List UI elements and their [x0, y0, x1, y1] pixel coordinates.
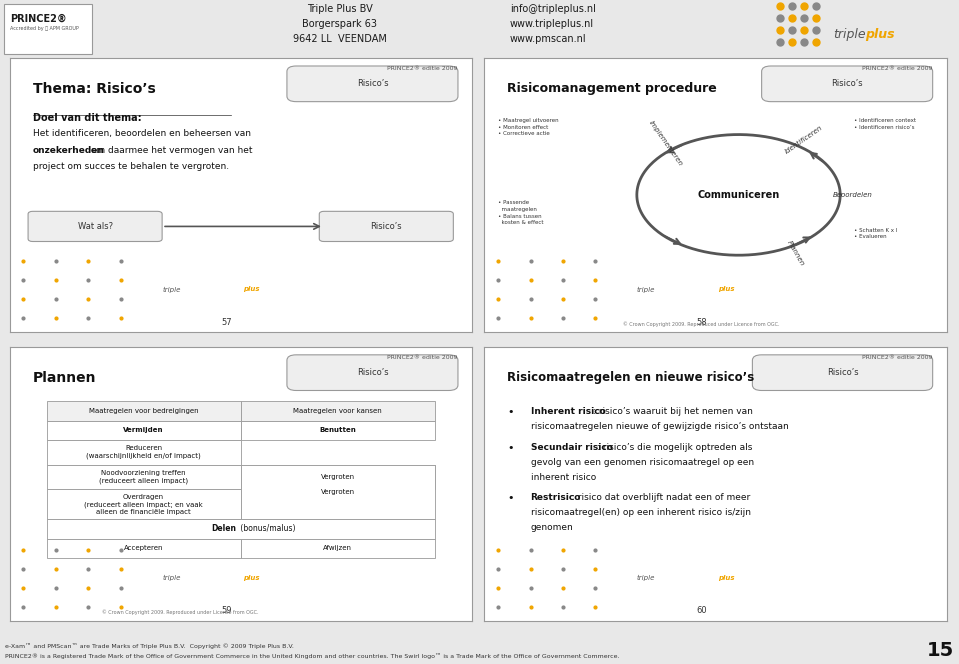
Text: •: •: [507, 407, 514, 417]
Text: 60: 60: [696, 606, 707, 616]
Text: Accepteren: Accepteren: [124, 545, 163, 551]
Text: om daarmee het vermogen van het: om daarmee het vermogen van het: [87, 145, 252, 155]
Text: triple: triple: [162, 575, 180, 582]
Text: Risico’s: Risico’s: [357, 368, 388, 377]
Text: risicomaatregelen nieuwe of gewijzigde risico’s ontstaan: risicomaatregelen nieuwe of gewijzigde r…: [530, 422, 788, 431]
Text: Triple Plus BV
Borgerspark 63
9642 LL  VEENDAM: Triple Plus BV Borgerspark 63 9642 LL VE…: [293, 4, 386, 44]
Text: Plannen: Plannen: [33, 371, 96, 385]
Bar: [47, 465, 241, 489]
Text: Thema: Risico’s: Thema: Risico’s: [33, 82, 155, 96]
Text: Risicomaatregelen en nieuwe risico’s: Risicomaatregelen en nieuwe risico’s: [507, 371, 755, 384]
Text: Afwijzen: Afwijzen: [323, 545, 352, 551]
FancyBboxPatch shape: [319, 211, 454, 242]
FancyBboxPatch shape: [287, 355, 458, 390]
Text: PRINCE2® is a Registered Trade Mark of the Office of Government Commerce in the : PRINCE2® is a Registered Trade Mark of t…: [5, 653, 620, 659]
Text: risicomaatregel(en) op een inherent risico is/zijn: risicomaatregel(en) op een inherent risi…: [530, 509, 751, 517]
Bar: [241, 465, 434, 519]
Text: (bonus/malus): (bonus/malus): [239, 525, 296, 533]
Text: Risico’s: Risico’s: [831, 79, 863, 88]
Text: PRINCE2® editie 2009: PRINCE2® editie 2009: [862, 66, 933, 71]
Text: Vergroten: Vergroten: [320, 474, 355, 480]
Text: triple: triple: [833, 28, 866, 41]
Text: inherent risico: inherent risico: [530, 473, 596, 482]
Text: triple: triple: [162, 286, 180, 293]
Text: 58: 58: [696, 317, 707, 327]
Text: • Schatten K x I
• Evalueren: • Schatten K x I • Evalueren: [854, 228, 898, 240]
Text: Implementeren: Implementeren: [647, 120, 684, 167]
Bar: [47, 539, 241, 558]
Text: © Crown Copyright 2009. Reproduced under Licence from OGC.: © Crown Copyright 2009. Reproduced under…: [623, 321, 780, 327]
Text: Identificeren: Identificeren: [784, 124, 824, 155]
Text: Communiceren: Communiceren: [697, 190, 780, 200]
Text: Beoordelen: Beoordelen: [832, 192, 873, 198]
Text: PRINCE2® editie 2009: PRINCE2® editie 2009: [862, 355, 933, 360]
Bar: [241, 402, 434, 421]
Text: plus: plus: [717, 286, 735, 293]
Bar: [47, 440, 241, 465]
Text: Maatregelen voor kansen: Maatregelen voor kansen: [293, 408, 382, 414]
Text: Maatregelen voor bedreigingen: Maatregelen voor bedreigingen: [89, 408, 199, 414]
Text: Doel van dit thema:: Doel van dit thema:: [33, 113, 141, 123]
Text: PRINCE2® editie 2009: PRINCE2® editie 2009: [387, 355, 458, 360]
Text: Benutten: Benutten: [319, 427, 356, 433]
Text: : risico dat overblijft nadat een of meer: : risico dat overblijft nadat een of mee…: [573, 493, 750, 503]
Bar: [47, 402, 241, 421]
Text: Het identificeren, beoordelen en beheersen van: Het identificeren, beoordelen en beheers…: [33, 129, 250, 138]
FancyBboxPatch shape: [4, 4, 92, 54]
Text: Vermijden: Vermijden: [124, 427, 164, 433]
Text: • Passende
  maatregelen
• Balans tussen
  kosten & effect: • Passende maatregelen • Balans tussen k…: [498, 201, 544, 225]
Text: onzekerheden: onzekerheden: [33, 145, 105, 155]
Bar: [47, 421, 241, 440]
Text: •: •: [507, 443, 514, 453]
Text: Vergroten: Vergroten: [320, 489, 355, 495]
Text: project om succes te behalen te vergroten.: project om succes te behalen te vergrote…: [33, 162, 229, 171]
Text: Risico’s: Risico’s: [827, 368, 858, 377]
Text: triple: triple: [637, 286, 655, 293]
Text: Risicomanagement procedure: Risicomanagement procedure: [507, 82, 717, 96]
Text: Risico’s: Risico’s: [370, 222, 402, 231]
Text: PRINCE2® editie 2009: PRINCE2® editie 2009: [387, 66, 458, 71]
Text: Accredited by Ⓜ APM GROUP: Accredited by Ⓜ APM GROUP: [10, 26, 79, 31]
Text: info@tripleplus.nl
www.tripleplus.nl
www.pmscan.nl: info@tripleplus.nl www.tripleplus.nl www…: [510, 4, 596, 44]
Text: 59: 59: [222, 606, 232, 616]
Text: • Identificeren context
• Identificeren risico’s: • Identificeren context • Identificeren …: [854, 118, 916, 129]
Text: Noodvoorziening treffen
(reduceert alleen impact): Noodvoorziening treffen (reduceert allee…: [99, 470, 188, 483]
Text: Reduceren
(waarschijnlijkheid en/of impact): Reduceren (waarschijnlijkheid en/of impa…: [86, 446, 201, 459]
Text: Restrisico: Restrisico: [530, 493, 581, 503]
Text: : risico’s waaruit bij het nemen van: : risico’s waaruit bij het nemen van: [593, 407, 753, 416]
Text: 15: 15: [926, 641, 954, 660]
Text: triple: triple: [637, 575, 655, 582]
Bar: [47, 489, 241, 519]
Text: Risico’s: Risico’s: [357, 79, 388, 88]
Text: gevolg van een genomen risicomaatregel op een: gevolg van een genomen risicomaatregel o…: [530, 457, 754, 467]
Text: 57: 57: [222, 317, 232, 327]
Text: Plannen: Plannen: [785, 240, 806, 267]
Text: © Crown Copyright 2009. Reproduced under Licence from OGC.: © Crown Copyright 2009. Reproduced under…: [102, 610, 259, 616]
FancyBboxPatch shape: [287, 66, 458, 102]
Text: Inherent risico: Inherent risico: [530, 407, 605, 416]
Text: • Maatregel uitvoeren
• Monitoren effect
• Correctieve actie: • Maatregel uitvoeren • Monitoren effect…: [498, 118, 559, 136]
Bar: [241, 421, 434, 440]
Text: genomen: genomen: [530, 523, 573, 533]
Bar: [241, 465, 434, 489]
Text: plus: plus: [865, 28, 895, 41]
Bar: [241, 539, 434, 558]
Text: plus: plus: [243, 575, 260, 582]
Text: plus: plus: [717, 575, 735, 582]
Text: plus: plus: [243, 286, 260, 293]
Text: e-Xam™ and PMScan™ are Trade Marks of Triple Plus B.V.  Copyright © 2009 Triple : e-Xam™ and PMScan™ are Trade Marks of Tr…: [5, 643, 293, 649]
Text: Delen: Delen: [211, 525, 236, 533]
Text: •: •: [507, 493, 514, 503]
Text: Wat als?: Wat als?: [78, 222, 112, 231]
Text: PRINCE2®: PRINCE2®: [10, 14, 67, 24]
FancyBboxPatch shape: [761, 66, 933, 102]
FancyBboxPatch shape: [28, 211, 162, 242]
Text: : risico’s die mogelijk optreden als: : risico’s die mogelijk optreden als: [597, 443, 753, 452]
Bar: [47, 519, 434, 539]
Text: Secundair risico: Secundair risico: [530, 443, 613, 452]
FancyBboxPatch shape: [753, 355, 933, 390]
Text: Overdragen
(reduceert alleen impact; en vaak
alleen de financiële impact: Overdragen (reduceert alleen impact; en …: [84, 494, 203, 515]
